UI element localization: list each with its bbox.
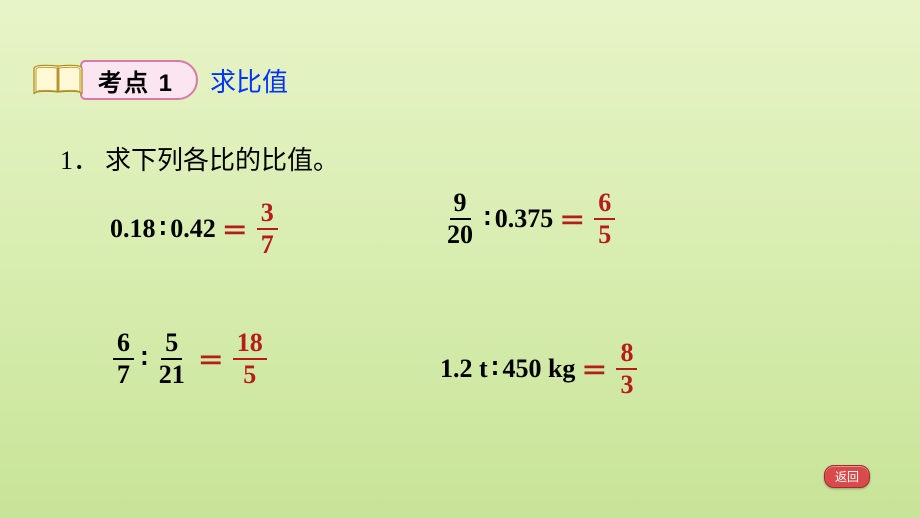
problem-1: 0.18 ∶ 0.42 ＝ 3 7 [110, 200, 281, 258]
p4-colon: ∶ [492, 354, 499, 384]
p4-answer: 8 3 [616, 340, 637, 398]
p1-colon: ∶ [160, 214, 167, 244]
p1-lhs-b: 0.42 [170, 214, 216, 244]
p4-eq: ＝ [581, 351, 607, 388]
p3-lhs-a: 6 7 [113, 330, 134, 388]
p3-lhs-b: 5 21 [155, 330, 189, 388]
p4-lhs-a: 1.2 t [440, 354, 488, 384]
p3-lhs-a-num: 6 [113, 330, 134, 360]
p3-lhs-a-den: 7 [113, 360, 134, 388]
p4-lhs-b: 450 kg [502, 354, 575, 384]
problem-3: 6 7 ∶ 5 21 ＝ 18 5 [110, 330, 270, 388]
problem-2: 9 20 ∶ 0.375 ＝ 6 5 [440, 190, 618, 248]
p1-ans-den: 7 [257, 230, 278, 258]
back-button[interactable]: 返回 [824, 465, 870, 488]
question-number: 1． [60, 146, 99, 175]
p2-eq: ＝ [559, 201, 585, 238]
p3-lhs-b-den: 21 [155, 360, 189, 388]
p2-lhs-a: 9 20 [443, 190, 477, 248]
p1-ans-num: 3 [257, 200, 278, 230]
p4-ans-num: 8 [616, 340, 637, 370]
p1-eq: ＝ [222, 211, 248, 248]
p1-lhs-a: 0.18 [110, 214, 156, 244]
topic-badge: 考点 1 [80, 60, 198, 100]
topic-badge-group: 考点 1 求比值 [30, 60, 288, 100]
back-button-label: 返回 [835, 470, 859, 484]
p3-ans-num: 18 [233, 330, 267, 360]
p1-answer: 3 7 [257, 200, 278, 258]
p4-ans-den: 3 [616, 370, 637, 398]
p3-eq: ＝ [198, 341, 224, 378]
problem-4: 1.2 t ∶ 450 kg ＝ 8 3 [440, 340, 640, 398]
topic-subtitle: 求比值 [210, 62, 288, 99]
p2-colon: ∶ [484, 204, 491, 234]
book-icon [30, 60, 86, 100]
p3-colon: ∶ [141, 344, 148, 374]
question-text: 求下列各比的比值。 [105, 146, 339, 175]
question-heading: 1．求下列各比的比值。 [60, 140, 339, 177]
p3-ans-den: 5 [239, 360, 260, 388]
p2-lhs-a-num: 9 [450, 190, 471, 220]
p2-ans-num: 6 [594, 190, 615, 220]
p3-lhs-b-num: 5 [161, 330, 182, 360]
p2-lhs-b: 0.375 [495, 204, 554, 234]
p2-ans-den: 5 [594, 220, 615, 248]
p2-lhs-a-den: 20 [443, 220, 477, 248]
p3-answer: 18 5 [233, 330, 267, 388]
badge-label: 考点 1 [98, 63, 174, 98]
p2-answer: 6 5 [594, 190, 615, 248]
